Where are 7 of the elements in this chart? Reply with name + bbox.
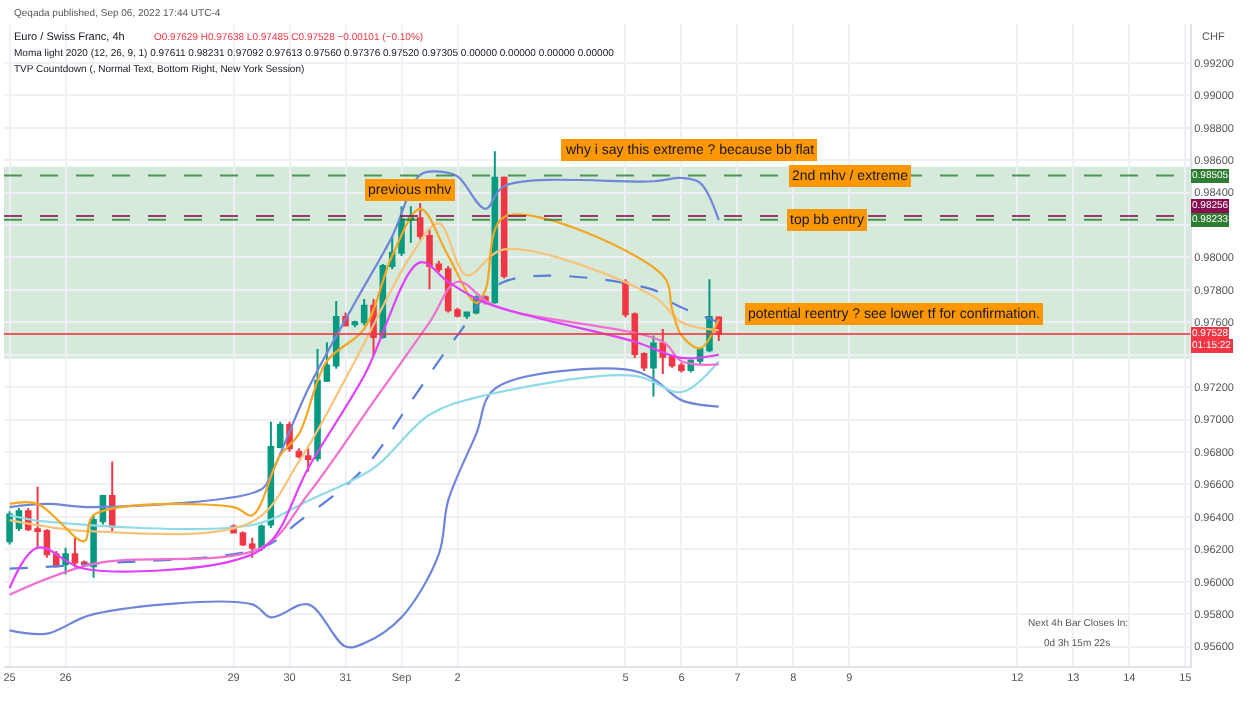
candlestick: [407, 205, 415, 244]
candlestick: [304, 447, 312, 473]
candlestick: [248, 536, 256, 559]
line-series: [8, 367, 720, 648]
candlestick: [360, 298, 368, 327]
candlestick: [650, 334, 657, 398]
line-series: [8, 170, 720, 509]
